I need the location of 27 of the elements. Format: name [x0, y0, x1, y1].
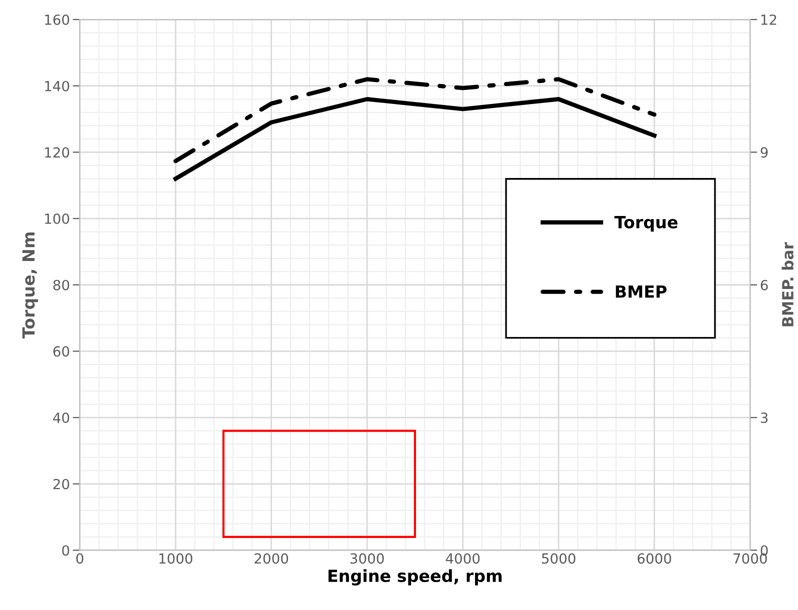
- legend-label: Torque: [614, 216, 678, 232]
- x-tick-label: 2000: [254, 553, 288, 564]
- y2-tick-label: 12: [761, 14, 776, 25]
- y2-tick-label: 3: [760, 412, 768, 424]
- y-tick-label: 160: [45, 14, 70, 25]
- y-tick-label: 40: [53, 412, 70, 424]
- y2-tick-label: 6: [760, 280, 768, 290]
- x-tick-label: 1000: [159, 553, 192, 564]
- y-tick-label: 100: [45, 214, 70, 224]
- x-tick-label: 4000: [446, 553, 480, 564]
- x-tick-label: 5000: [542, 553, 576, 564]
- y-tick-label: 80: [53, 280, 70, 290]
- y-tick-label: 140: [45, 80, 70, 92]
- line-series: [173, 97, 656, 181]
- x-axis-title: Engine speed, rpm: [328, 569, 502, 586]
- y-axis-title: Torque, Nm: [22, 232, 38, 338]
- y-tick-label: 20: [53, 478, 70, 490]
- y2-axis-title: BMEP. bar: [782, 242, 794, 326]
- legend-label: BMEP: [616, 286, 667, 298]
- y2-tick-label: 9: [760, 147, 768, 158]
- x-tick-label: 3000: [350, 553, 384, 564]
- y-tick-label: 120: [45, 147, 70, 158]
- line-series: [173, 77, 656, 164]
- x-tick-label: 6000: [638, 553, 672, 564]
- y-tick-label: 60: [53, 346, 70, 357]
- y-tick-label: 0: [62, 545, 70, 556]
- x-tick-label: 0: [76, 553, 84, 564]
